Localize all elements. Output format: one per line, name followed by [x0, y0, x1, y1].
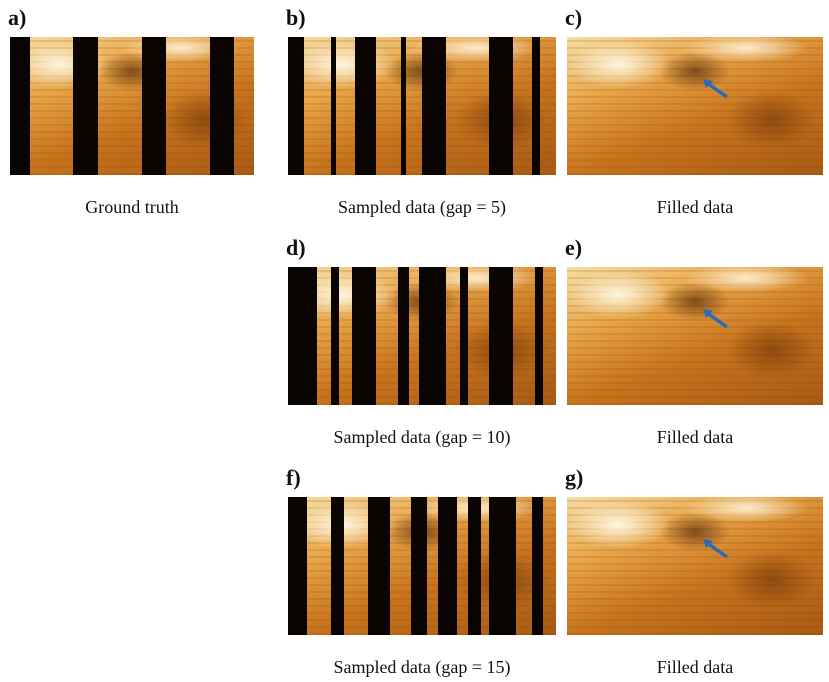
- missing-trace-gap: [489, 37, 513, 175]
- missing-trace-gap: [355, 37, 376, 175]
- panel-image: [288, 267, 556, 405]
- missing-trace-gap: [331, 37, 336, 175]
- missing-trace-gap: [142, 37, 166, 175]
- panel-label: f): [286, 467, 301, 489]
- missing-trace-gap: [438, 497, 457, 635]
- panel-caption: Filled data: [545, 197, 829, 217]
- arrow: [701, 537, 731, 561]
- missing-trace-gap: [401, 37, 406, 175]
- panel-caption: Filled data: [545, 427, 829, 447]
- panel-label: e): [565, 237, 582, 259]
- panel-caption: Sampled data (gap = 15): [272, 657, 572, 677]
- arrow: [701, 307, 731, 331]
- missing-trace-gap: [532, 37, 540, 175]
- panel-label: a): [8, 7, 26, 29]
- missing-trace-gap: [422, 37, 446, 175]
- arrow: [701, 77, 731, 101]
- panel-caption: Ground truth: [0, 197, 282, 217]
- panel-label: c): [565, 7, 582, 29]
- missing-trace-gap: [489, 267, 513, 405]
- missing-trace-gap: [368, 497, 389, 635]
- missing-trace-gap: [411, 497, 427, 635]
- missing-trace-gap: [460, 267, 468, 405]
- panel-caption: Sampled data (gap = 10): [272, 427, 572, 447]
- panel-image: [567, 267, 823, 405]
- missing-trace-gap: [73, 37, 97, 175]
- panel-image: [10, 37, 254, 175]
- panel-label: d): [286, 237, 306, 259]
- panel-label: g): [565, 467, 583, 489]
- panel-image: [567, 37, 823, 175]
- panel-image: [288, 37, 556, 175]
- missing-trace-gap: [535, 267, 543, 405]
- missing-trace-gap: [288, 267, 317, 405]
- panel-caption: Sampled data (gap = 5): [272, 197, 572, 217]
- missing-trace-gap: [210, 37, 234, 175]
- panel-image: [567, 497, 823, 635]
- missing-trace-gap: [532, 497, 543, 635]
- missing-trace-gap: [10, 37, 30, 175]
- missing-trace-gap: [331, 497, 344, 635]
- missing-trace-gap: [288, 497, 307, 635]
- panel-label: b): [286, 7, 306, 29]
- panel-caption: Filled data: [545, 657, 829, 677]
- missing-trace-gap: [288, 37, 304, 175]
- panel-image: [288, 497, 556, 635]
- missing-trace-gap: [419, 267, 446, 405]
- arrow-shaft: [707, 83, 727, 97]
- arrow-shaft: [707, 313, 727, 327]
- arrow-shaft: [707, 543, 727, 557]
- missing-trace-gap: [489, 497, 516, 635]
- figure: a) Ground truth b) Sampled data (gap = 5) c)…: [0, 0, 829, 682]
- missing-trace-gap: [352, 267, 376, 405]
- missing-trace-gap: [398, 267, 409, 405]
- missing-trace-gap: [468, 497, 481, 635]
- missing-trace-gap: [331, 267, 339, 405]
